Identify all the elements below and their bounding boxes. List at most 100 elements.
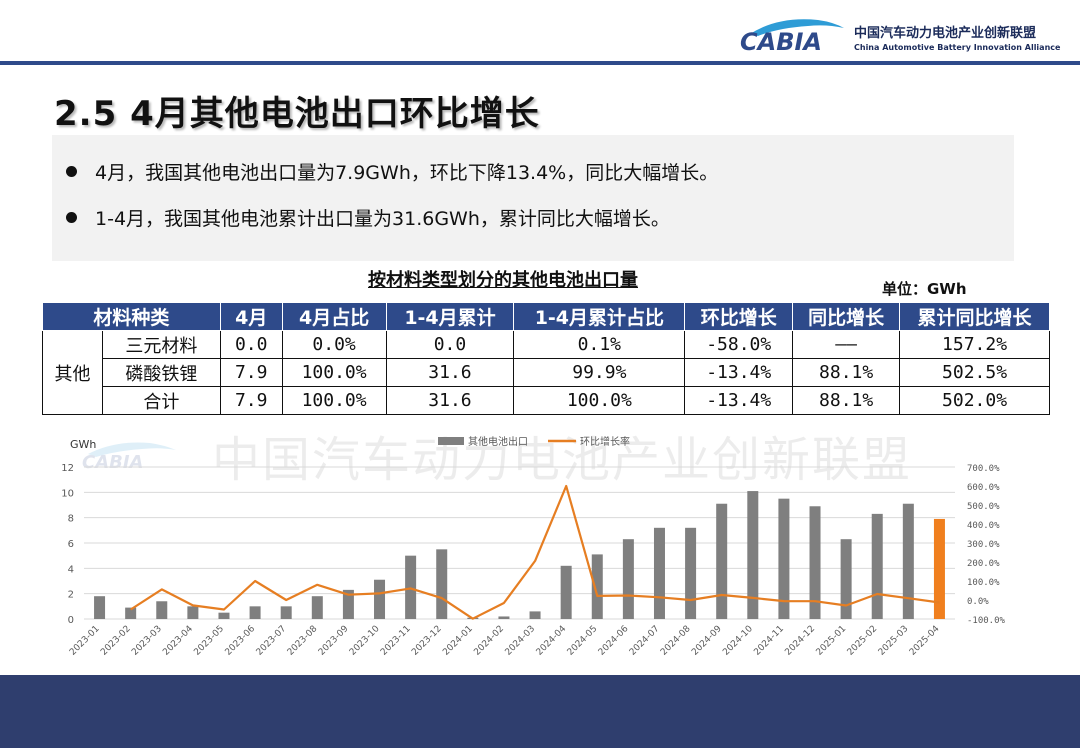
x-tick-label: 2024-11 [752, 624, 786, 658]
x-tick-label: 2025-03 [877, 624, 911, 658]
x-tick-label: 2024-08 [659, 624, 693, 658]
bar [249, 606, 261, 619]
y2-tick-label: 200.0% [967, 559, 1000, 569]
bullet-item: 1-4月，我国其他电池累计出口量为31.6GWh，累计同比大幅增长。 [66, 204, 670, 231]
table-cell: 100.0% [281, 358, 387, 387]
y2-tick-label: 600.0% [967, 483, 1000, 493]
x-tick-label: 2023-08 [286, 624, 320, 658]
header-divider [0, 61, 1080, 65]
table-cell: 99.9% [513, 358, 686, 387]
watermark-logo-text: CABIA [82, 452, 144, 470]
bar [809, 506, 821, 619]
x-tick-label: 2023-12 [410, 624, 444, 658]
x-tick-label: 2024-10 [721, 624, 755, 658]
table-cell: —— [792, 330, 901, 359]
footer-bar [0, 675, 1080, 748]
x-tick-label: 2025-02 [846, 624, 880, 658]
export-table: 材料种类 4月 4月占比 1-4月累计 1-4月累计占比 环比增长 同比增长 累… [42, 302, 1050, 415]
y2-tick-label: 100.0% [967, 578, 1000, 588]
bar [187, 606, 199, 619]
bar [591, 554, 603, 619]
y-tick-label: 8 [68, 514, 74, 525]
bar [311, 596, 323, 619]
y-tick-label: 6 [68, 539, 74, 550]
x-tick-label: 2024-06 [597, 624, 631, 658]
legend-swatch-bar [438, 437, 464, 445]
table-header: 1-4月累计占比 [513, 302, 686, 331]
table-cell: 100.0% [281, 386, 387, 415]
y-tick-label: 4 [68, 564, 74, 575]
x-tick-label: 2024-09 [690, 624, 724, 658]
bullet-item: 4月，我国其他电池出口量为7.9GWh，环比下降13.4%，同比大幅增长。 [66, 158, 718, 185]
x-tick-label: 2024-05 [566, 624, 600, 658]
org-name-en: China Automotive Battery Innovation Alli… [854, 43, 1061, 52]
bar [871, 513, 883, 619]
y2-tick-label: 500.0% [967, 502, 1000, 512]
table-cell: 88.1% [792, 358, 901, 387]
x-tick-label: 2023-04 [161, 624, 195, 658]
bar [436, 549, 448, 619]
table-header-row: 材料种类 4月 4月占比 1-4月累计 1-4月累计占比 环比增长 同比增长 累… [42, 302, 1050, 331]
x-tick-label: 2024-07 [628, 624, 662, 658]
export-chart: 0 2 4 6 8 10 12 -100.0% 0.0% 100.0% 200.0% 300.0% 40… [61, 435, 1006, 658]
table-cell: 0.0 [385, 330, 515, 359]
x-tick-label: 2023-10 [348, 624, 382, 658]
cabia-logo-mark: CABIA [740, 19, 844, 54]
watermark-logo: CABIA [82, 442, 176, 470]
table-cell: 7.9 [219, 358, 283, 387]
bullet-dot-icon [66, 166, 77, 177]
x-tick-label: 2024-02 [472, 624, 506, 658]
x-tick-label: 2024-01 [441, 624, 475, 658]
table-cell: 157.2% [899, 330, 1050, 359]
table-cell: -13.4% [684, 358, 794, 387]
x-tick-label: 2024-03 [504, 624, 538, 658]
x-tick-label: 2025-01 [815, 624, 849, 658]
y2-tick-label: 400.0% [967, 521, 1000, 531]
material-cell: 磷酸铁锂 [101, 358, 221, 387]
material-cell: 三元材料 [101, 330, 221, 359]
material-cell: 合计 [101, 386, 221, 415]
bar [778, 498, 790, 619]
page-title: 2.5 4月其他电池出口环比增长 [54, 94, 540, 134]
y-tick-label: 2 [68, 590, 74, 601]
bar [685, 527, 697, 619]
table-unit: 单位：GWh [882, 280, 967, 298]
y-tick-label: 10 [61, 488, 74, 499]
table-cell: 88.1% [792, 386, 901, 415]
x-tick-label: 2023-02 [99, 624, 133, 658]
table-row: 合计 7.9 100.0% 31.6 100.0% -13.4% 88.1% 5… [43, 386, 1050, 415]
x-tick-label: 2024-12 [783, 624, 817, 658]
series-line [130, 484, 940, 620]
table-cell: 0.0% [281, 330, 387, 359]
table-cell: 31.6 [385, 386, 515, 415]
table-row: 磷酸铁锂 7.9 100.0% 31.6 99.9% -13.4% 88.1% … [43, 358, 1050, 387]
table-header: 4月占比 [281, 302, 387, 331]
table-cell: 7.9 [219, 386, 283, 415]
legend-label: 其他电池出口 [468, 435, 528, 448]
bar [342, 589, 354, 619]
table-header: 累计同比增长 [899, 302, 1050, 331]
bar [94, 596, 106, 619]
bar [280, 606, 292, 619]
bar [653, 527, 665, 619]
y2-tick-label: 700.0% [967, 464, 1000, 474]
table-header: 同比增长 [792, 302, 901, 331]
x-tick-label: 2023-06 [224, 624, 258, 658]
bullet-text: 1-4月，我国其他电池累计出口量为31.6GWh，累计同比大幅增长。 [95, 208, 670, 230]
table-cell: 100.0% [513, 386, 686, 415]
y-tick-label: 12 [61, 463, 74, 474]
bar [716, 503, 728, 619]
table-header: 1-4月累计 [385, 302, 515, 331]
x-tick-label: 2023-07 [255, 624, 289, 658]
legend-label: 环比增长率 [580, 435, 630, 448]
table-cell: 502.5% [899, 358, 1050, 387]
x-tick-label: 2023-01 [68, 624, 102, 658]
org-name-cn: 中国汽车动力电池产业创新联盟 [854, 26, 1037, 41]
y2-tick-label: -100.0% [967, 616, 1006, 626]
table-header: 环比增长 [684, 302, 794, 331]
bar [156, 601, 168, 619]
table-cell: 31.6 [385, 358, 515, 387]
table-cell: 0.0 [219, 330, 283, 359]
table-title: 按材料类型划分的其他电池出口量 [368, 270, 638, 291]
bar [374, 579, 386, 619]
